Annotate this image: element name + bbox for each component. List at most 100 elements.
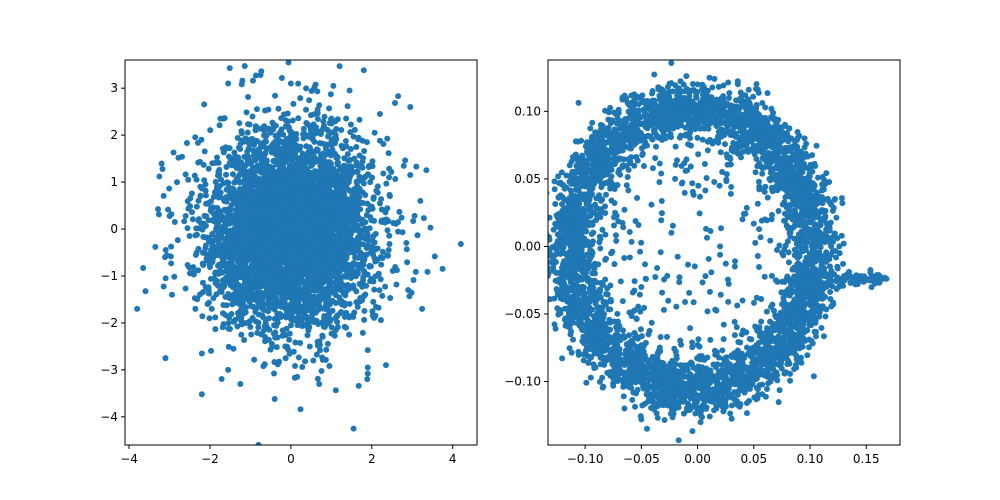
scatter-point (166, 185, 173, 192)
scatter-point (324, 340, 331, 347)
scatter-point (232, 278, 239, 285)
scatter-point (332, 279, 339, 286)
scatter-point (248, 275, 255, 282)
scatter-point (270, 330, 277, 337)
scatter-point (184, 225, 191, 232)
scatter-point (306, 97, 313, 104)
scatter-point (319, 216, 326, 223)
scatter-point (388, 168, 395, 175)
scatter-point (287, 146, 294, 153)
scatter-point (271, 293, 278, 300)
scatter-point (247, 184, 254, 191)
scatter-point (412, 268, 419, 275)
scatter-point (287, 190, 294, 197)
scatter-point (305, 175, 312, 182)
scatter-point (269, 164, 276, 171)
scatter-point (197, 291, 204, 298)
scatter-point (221, 222, 228, 229)
scatter-point (353, 227, 360, 234)
scatter-point (278, 169, 285, 175)
scatter-point (213, 250, 220, 257)
scatter-point (264, 166, 271, 173)
scatter-point (240, 300, 247, 307)
scatter-point (293, 130, 300, 137)
scatter-point (390, 220, 397, 227)
scatter-point (249, 113, 256, 120)
scatter-point (267, 346, 274, 353)
scatter-point (286, 330, 293, 337)
scatter-point (245, 94, 252, 101)
scatter-point (339, 283, 346, 290)
scatter-point (297, 406, 304, 413)
scatter-point (270, 180, 277, 187)
scatter-point (334, 318, 341, 325)
scatter-point (291, 226, 298, 233)
scatter-point (181, 218, 188, 225)
scatter-point (311, 138, 318, 145)
scatter-point (355, 214, 362, 221)
scatter-point (306, 343, 313, 350)
scatter-point (395, 219, 402, 226)
scatter-point (223, 242, 230, 249)
scatter-point (314, 115, 321, 122)
scatter-point (242, 320, 249, 327)
scatter-point (314, 190, 321, 197)
scatter-point (312, 300, 319, 307)
scatter-point (249, 77, 256, 84)
scatter-point (342, 215, 349, 222)
scatter-point (251, 356, 258, 363)
scatter-point (419, 305, 426, 312)
scatter-point (171, 273, 178, 280)
scatter-point (259, 210, 266, 217)
scatter-point (199, 279, 206, 286)
scatter-point (221, 258, 228, 265)
scatter-point (238, 306, 245, 313)
scatter-point (376, 200, 383, 207)
scatter-point (247, 231, 254, 238)
scatter-point (392, 99, 398, 106)
scatter-point (197, 192, 204, 199)
scatter-point (286, 276, 293, 283)
scatter-point (308, 88, 315, 95)
scatter-point (224, 233, 231, 240)
scatter-point (295, 286, 302, 293)
scatter-point (182, 285, 189, 292)
scatter-point (285, 118, 292, 125)
scatter-point (342, 324, 349, 331)
scatter-point (361, 257, 367, 264)
scatter-point (238, 204, 245, 211)
scatter-point (334, 243, 341, 250)
scatter-point (235, 154, 242, 161)
scatter-point (404, 259, 411, 266)
scatter-point (423, 167, 430, 174)
scatter-point (280, 248, 287, 255)
scatter-point (195, 267, 202, 274)
scatter-point (267, 301, 274, 308)
scatter-point (328, 141, 335, 148)
scatter-point (208, 198, 215, 205)
scatter-point (223, 164, 230, 171)
scatter-point (323, 346, 330, 353)
scatter-point (308, 286, 315, 293)
scatter-point (273, 344, 280, 351)
scatter-point (216, 171, 223, 178)
scatter-point (215, 159, 222, 166)
scatter-point (261, 132, 268, 139)
scatter-point (239, 224, 246, 231)
scatter-point (301, 269, 307, 276)
scatter-point (274, 334, 281, 341)
scatter-point (332, 300, 339, 307)
scatter-point (283, 185, 290, 192)
scatter-point (205, 299, 212, 306)
scatter-point (325, 132, 332, 139)
scatter-point (316, 270, 323, 277)
scatter-point (300, 125, 307, 132)
scatter-point (253, 284, 260, 291)
scatter-point (351, 126, 358, 133)
scatter-point (212, 178, 219, 185)
scatter-point (212, 216, 219, 223)
scatter-point (327, 317, 334, 324)
scatter-point (316, 181, 323, 188)
scatter-point (410, 277, 417, 283)
scatter-point (332, 387, 339, 394)
